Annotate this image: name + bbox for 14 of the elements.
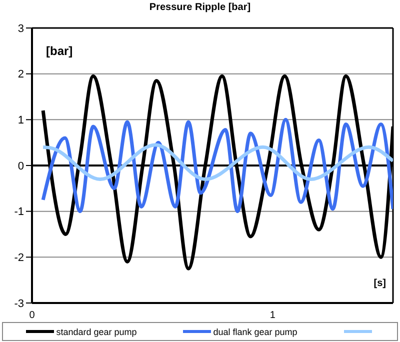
line-series	[41, 118, 393, 214]
y-axis-title: [bar]	[46, 44, 73, 58]
y-tick-label: 1	[18, 114, 24, 127]
y-tick-label: -3	[14, 298, 24, 310]
legend-label: standard gear pump	[56, 326, 137, 336]
y-tick-label: -2	[14, 252, 24, 264]
legend-label: dual flank gear pump	[213, 326, 298, 336]
chart-title: Pressure Ripple [bar]	[148, 2, 252, 13]
y-tick-label: 3	[18, 22, 24, 35]
y-tick-label: -1	[14, 206, 24, 218]
y-tick-label: 0	[18, 160, 24, 172]
y-tick-label: 2	[18, 68, 24, 81]
line-series	[41, 143, 393, 181]
x-axis-title: [s]	[374, 278, 386, 289]
